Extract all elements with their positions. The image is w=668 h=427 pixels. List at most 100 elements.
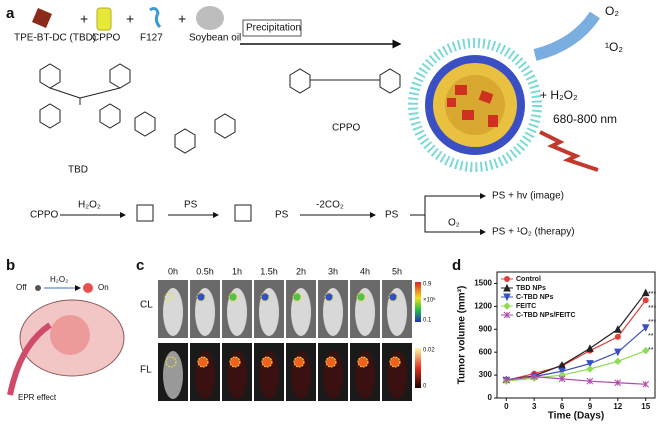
row-label: CL	[140, 300, 153, 311]
cppo-label: CPPO	[332, 123, 361, 134]
x-tick-label: 15	[641, 402, 650, 411]
scheme-text: PS + hv (image)	[492, 191, 564, 202]
data-point	[641, 324, 650, 332]
legend-label: C-TBD NPs	[516, 294, 553, 301]
time-label: 2h	[296, 266, 306, 276]
x-tick-label: 12	[613, 402, 622, 411]
significance: ***	[648, 319, 656, 326]
light-arrow	[539, 130, 599, 172]
fl-signal	[229, 356, 241, 368]
legend-marker	[503, 311, 511, 319]
fl-signal	[261, 356, 273, 368]
wavelength: 680-800 nm	[553, 112, 617, 126]
tumor-core	[50, 315, 90, 355]
data-point	[586, 344, 594, 352]
chart: 0 300 600 900 1200 1500 0 3 6 9 12 15 Time (Days) Tum…	[457, 271, 656, 422]
legend-marker	[503, 302, 511, 310]
data-point	[614, 325, 622, 333]
data-point	[558, 367, 566, 376]
data-point	[586, 360, 594, 368]
time-label: 1.5h	[260, 266, 278, 276]
data-point	[641, 288, 650, 297]
y-tick-label: 0	[488, 393, 493, 402]
on: On	[98, 283, 109, 292]
cl-signal	[388, 292, 398, 302]
reagent: TPE-BT-DC (TBD)	[14, 33, 96, 44]
scheme-text: PS	[275, 210, 289, 221]
data-point	[642, 380, 650, 388]
fl-signal	[293, 356, 305, 368]
cl-signal	[324, 292, 334, 302]
nanoparticle	[408, 38, 542, 172]
series-line	[506, 376, 646, 385]
dioxetanedione	[136, 204, 154, 222]
plus: +	[178, 11, 186, 27]
time-label: 4h	[360, 266, 370, 276]
y-tick-label: 900	[479, 324, 493, 333]
cl-signal	[196, 292, 206, 302]
process: Precipitation	[246, 23, 301, 34]
series-line	[506, 299, 647, 382]
cl-signal	[260, 292, 270, 302]
scale-label: 0.02	[423, 348, 435, 354]
colorbar	[415, 282, 421, 322]
y-tick-label: 1500	[474, 279, 492, 288]
cl-signal	[292, 292, 302, 302]
panel-label: b	[6, 257, 15, 274]
dot	[83, 283, 93, 293]
scheme-text: O₂	[448, 218, 460, 229]
legend-marker	[504, 276, 510, 282]
x-tick-label: 6	[560, 402, 565, 411]
scheme-text: PS	[184, 200, 198, 211]
fl-signal	[197, 356, 209, 368]
oil-icon	[196, 6, 224, 30]
time-label: 1h	[232, 266, 242, 276]
legend-marker	[503, 293, 511, 302]
data-point	[614, 348, 622, 357]
data-point	[502, 376, 510, 384]
data-point	[558, 375, 566, 383]
panel-label: d	[452, 257, 461, 274]
x-axis-label: Time (Days)	[548, 411, 605, 422]
y-tick-label: 1200	[474, 301, 492, 310]
h2o2: + H₂O₂	[540, 88, 578, 102]
scale-label: 0.9	[423, 282, 432, 288]
process-box	[242, 19, 302, 37]
reagent: CPPO	[92, 33, 121, 44]
panel-label: a	[6, 5, 15, 22]
vessel	[7, 322, 52, 396]
significance: **	[648, 347, 654, 354]
structure	[39, 63, 401, 154]
mouse	[163, 351, 183, 399]
scale-label: 0.1	[423, 318, 432, 324]
singlet: ¹O₂	[605, 40, 623, 54]
arrow	[533, 11, 600, 61]
legend-label: Control	[516, 276, 541, 283]
off: Off	[16, 283, 27, 292]
fl-signal	[357, 356, 369, 368]
epr: EPR effect	[18, 393, 57, 402]
plot-frame	[496, 271, 656, 399]
plus: +	[126, 11, 134, 27]
data-point	[530, 373, 538, 380]
data-point	[642, 297, 649, 304]
x-tick-label: 0	[504, 402, 509, 411]
legend-marker	[503, 283, 511, 292]
reagent: F127	[140, 33, 163, 44]
legend-label: TBD NPs	[516, 285, 546, 292]
data-point	[586, 377, 594, 385]
scale-label: ×10⁶	[423, 297, 436, 304]
h2o2: H₂O₂	[50, 275, 68, 284]
time-label: 5h	[392, 266, 402, 276]
cppo-icon	[96, 7, 112, 31]
significance: **	[648, 333, 654, 340]
scheme-text: PS + ¹O₂ (therapy)	[492, 227, 575, 238]
scale-label: 0	[423, 384, 427, 390]
y-axis-label: Tumor volume (mm³)	[457, 286, 468, 385]
row-label: FL	[140, 365, 152, 376]
x-tick-label: 9	[588, 402, 593, 411]
intermediate	[234, 204, 252, 222]
scheme-text: -2CO₂	[316, 200, 344, 211]
time-label: 3h	[328, 266, 338, 276]
tbd-icon	[32, 8, 52, 28]
